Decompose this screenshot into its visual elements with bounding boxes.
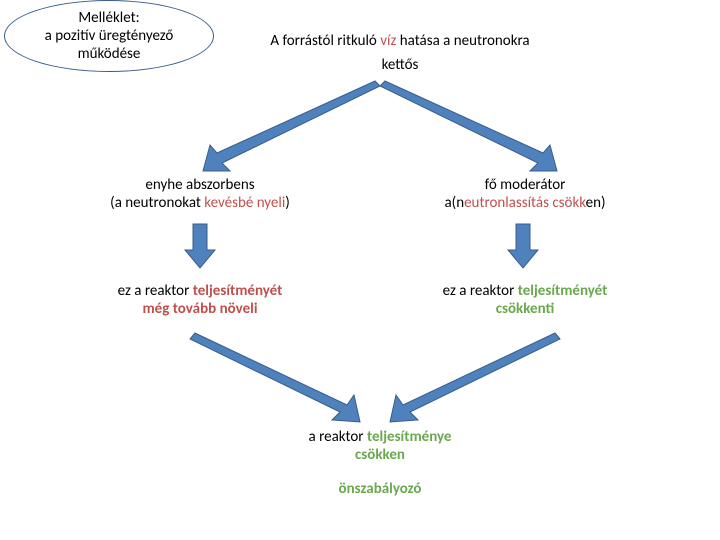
arrow-bottom-right: [370, 330, 570, 430]
bottom-final: önszabályozó: [255, 480, 505, 498]
arrow-bottom-left: [190, 330, 390, 430]
arrow-down-left: [183, 222, 217, 272]
title-line1: A forrástól ritkuló víz hatása a neutron…: [200, 32, 600, 50]
annotation-oval: Melléklet: a pozitív üregtényező működés…: [4, 0, 214, 72]
title-line2: kettős: [200, 56, 600, 74]
right-box-decrease: ez a reaktor teljesítményét csökkenti: [400, 282, 650, 318]
left-box-absorbent: enyhe abszorbens (a neutronokat kevésbé …: [75, 176, 325, 212]
arrow-top-left: [180, 78, 400, 178]
title-block: A forrástól ritkuló víz hatása a neutron…: [200, 32, 600, 74]
left-box-increase: ez a reaktor teljesítményét még tovább n…: [80, 282, 320, 318]
arrow-down-right: [506, 222, 540, 272]
oval-line1: Melléklet:: [5, 9, 213, 27]
oval-line2: a pozitív üregtényező: [5, 27, 213, 45]
oval-line3: működése: [5, 45, 213, 63]
bottom-result: a reaktor teljesítménye csökken: [255, 428, 505, 464]
right-box-moderator: fő moderátor a(neutronlassítás csökken): [395, 176, 655, 212]
arrow-top-right: [370, 78, 590, 178]
